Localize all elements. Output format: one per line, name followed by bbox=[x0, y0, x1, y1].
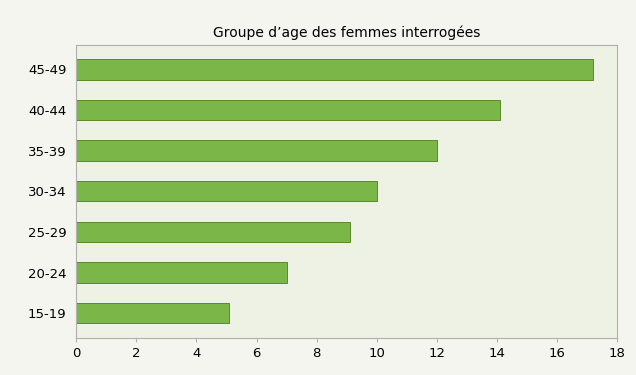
Bar bbox=[76, 141, 437, 161]
Bar bbox=[76, 262, 287, 283]
Bar bbox=[76, 100, 500, 120]
Bar bbox=[76, 303, 230, 323]
Bar bbox=[76, 181, 377, 201]
Bar bbox=[76, 222, 350, 242]
Title: Groupe d’age des femmes interrogées: Groupe d’age des femmes interrogées bbox=[213, 25, 480, 40]
Bar bbox=[76, 59, 593, 80]
